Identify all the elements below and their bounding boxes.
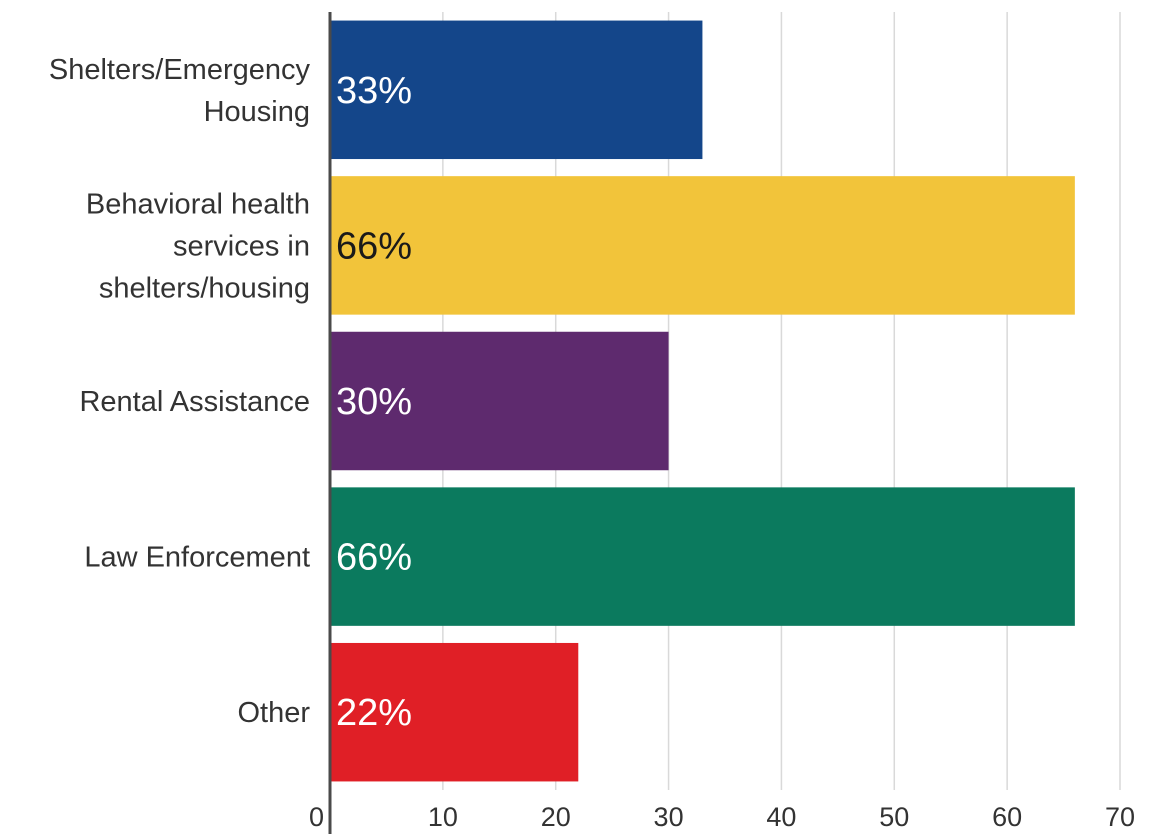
bar bbox=[330, 176, 1075, 315]
category-label-line: Law Enforcement bbox=[84, 542, 310, 574]
data-label: 33% bbox=[336, 70, 412, 112]
x-tick-label: 0 bbox=[309, 802, 324, 832]
category-label-line: Other bbox=[237, 697, 310, 729]
x-tick-label: 40 bbox=[766, 802, 796, 832]
category-label: Rental Assistance bbox=[79, 386, 310, 418]
bars bbox=[330, 20, 1075, 782]
category-label: Law Enforcement bbox=[84, 542, 310, 574]
bar bbox=[330, 331, 669, 471]
bar bbox=[330, 642, 579, 782]
x-tick-labels: 0 10 20 30 40 50 60 70 bbox=[309, 802, 1135, 832]
category-label-line: services in bbox=[173, 230, 310, 262]
x-tick-label: 70 bbox=[1105, 802, 1135, 832]
category-label-line: Shelters/Emergency bbox=[49, 54, 311, 86]
category-label-line: Housing bbox=[204, 96, 310, 128]
bar bbox=[330, 487, 1075, 626]
data-label: 66% bbox=[336, 537, 412, 579]
bar bbox=[330, 20, 703, 160]
category-labels: Shelters/Emergency Housing Behavioral heal… bbox=[49, 54, 311, 729]
x-tick-label: 20 bbox=[541, 802, 571, 832]
category-label-line: Behavioral health bbox=[86, 188, 310, 220]
data-labels: 33% 66% 30% 66% 22% bbox=[336, 70, 412, 734]
x-tick-label: 30 bbox=[654, 802, 684, 832]
data-label: 30% bbox=[336, 381, 412, 423]
data-label: 66% bbox=[336, 225, 412, 267]
category-label-line: shelters/housing bbox=[99, 272, 310, 304]
x-tick-label: 60 bbox=[992, 802, 1022, 832]
data-label: 22% bbox=[336, 692, 412, 734]
category-label: Shelters/Emergency Housing bbox=[49, 54, 311, 128]
x-tick-label: 50 bbox=[879, 802, 909, 832]
x-tick-label: 10 bbox=[428, 802, 458, 832]
category-label: Other bbox=[237, 697, 310, 729]
category-label-line: Rental Assistance bbox=[79, 386, 310, 418]
category-label: Behavioral health services in shelters/hou… bbox=[86, 188, 310, 304]
